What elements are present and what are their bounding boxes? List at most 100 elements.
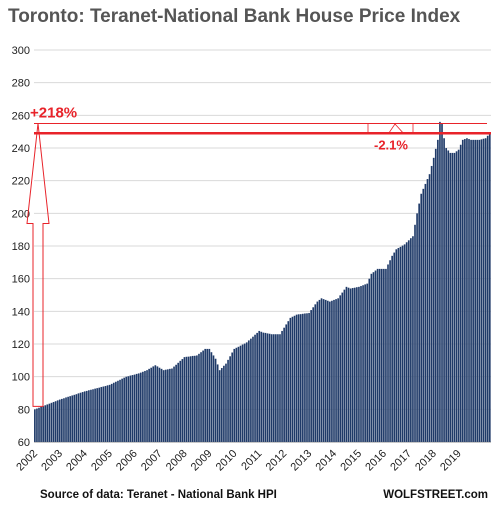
bar — [470, 139, 473, 443]
bar — [418, 203, 421, 443]
bar — [48, 403, 51, 443]
bar — [60, 398, 63, 443]
x-tick-label: 2004 — [64, 448, 90, 474]
bar — [407, 240, 410, 443]
bar — [335, 298, 338, 443]
bar — [355, 287, 358, 443]
x-tick-label: 2019 — [438, 448, 464, 474]
bar — [187, 356, 190, 443]
bar — [65, 397, 67, 443]
bar — [173, 366, 176, 443]
bar — [380, 268, 383, 443]
bar — [474, 139, 477, 443]
bar — [52, 401, 55, 443]
bar — [225, 363, 227, 443]
bar — [268, 333, 271, 443]
bar — [50, 402, 53, 443]
bar — [75, 394, 78, 443]
bar — [54, 401, 57, 443]
x-tick-label: 2016 — [363, 448, 389, 474]
y-tick-label: 140 — [12, 306, 30, 318]
bar — [104, 385, 107, 443]
bar — [108, 384, 111, 443]
bar — [181, 358, 184, 443]
x-tick-label: 2015 — [338, 448, 364, 474]
credit-label: WOLFSTREET.com — [383, 489, 488, 501]
bar — [222, 365, 225, 443]
increase-arrow — [26, 123, 50, 407]
bar — [424, 183, 427, 443]
bar — [274, 334, 277, 443]
bar — [314, 304, 317, 443]
bar — [411, 236, 414, 443]
bar — [428, 174, 431, 443]
bar — [434, 148, 437, 443]
bar — [62, 398, 65, 443]
x-tick-label: 2018 — [413, 448, 439, 474]
bar — [357, 286, 360, 443]
bar — [320, 298, 323, 443]
bar — [432, 157, 435, 443]
bar — [270, 334, 273, 443]
bar — [403, 244, 406, 443]
bar — [360, 285, 362, 443]
bar — [397, 247, 400, 443]
bar — [119, 379, 121, 443]
bar — [378, 268, 381, 443]
bar — [337, 298, 340, 443]
bar — [262, 332, 265, 443]
bar — [212, 355, 215, 443]
bar — [195, 355, 198, 443]
bar — [316, 301, 319, 443]
bar — [281, 330, 284, 443]
bar — [156, 366, 159, 443]
bar — [322, 298, 325, 443]
bar — [152, 366, 155, 443]
y-tick-label: 160 — [12, 274, 30, 286]
bar — [297, 314, 300, 443]
bar — [254, 334, 257, 443]
bar — [258, 330, 261, 443]
bar — [42, 405, 45, 443]
bar — [306, 313, 308, 443]
bar — [387, 264, 389, 443]
bar — [154, 365, 157, 443]
bar — [210, 352, 213, 443]
bar — [451, 152, 454, 443]
bar — [214, 358, 217, 443]
bar — [183, 356, 186, 443]
bar — [476, 139, 479, 443]
bar — [301, 313, 304, 443]
bar — [405, 242, 408, 443]
bar — [150, 367, 153, 443]
bar — [430, 165, 433, 443]
bar — [488, 133, 491, 443]
y-tick-label: 260 — [12, 110, 30, 122]
bar — [44, 405, 47, 443]
bar — [372, 272, 375, 443]
bar — [285, 324, 288, 443]
bar — [168, 368, 171, 443]
y-tick-label: 220 — [12, 176, 30, 188]
y-tick-label: 100 — [12, 372, 30, 384]
bar — [148, 368, 151, 443]
bar — [112, 382, 115, 443]
bar — [276, 334, 279, 443]
bar — [468, 138, 470, 443]
bar — [123, 377, 126, 443]
bar — [279, 334, 281, 443]
y-tick-label: 300 — [12, 45, 30, 57]
bar — [438, 121, 441, 443]
bar — [291, 316, 294, 443]
bar — [164, 369, 167, 443]
bar — [362, 285, 365, 443]
bar — [77, 393, 80, 443]
bar — [189, 356, 192, 443]
bar — [295, 314, 298, 443]
bar — [409, 238, 412, 443]
bar — [422, 188, 425, 443]
x-tick-label: 2009 — [189, 448, 215, 474]
bar — [289, 317, 292, 443]
bar — [202, 350, 205, 443]
bar — [239, 345, 242, 443]
